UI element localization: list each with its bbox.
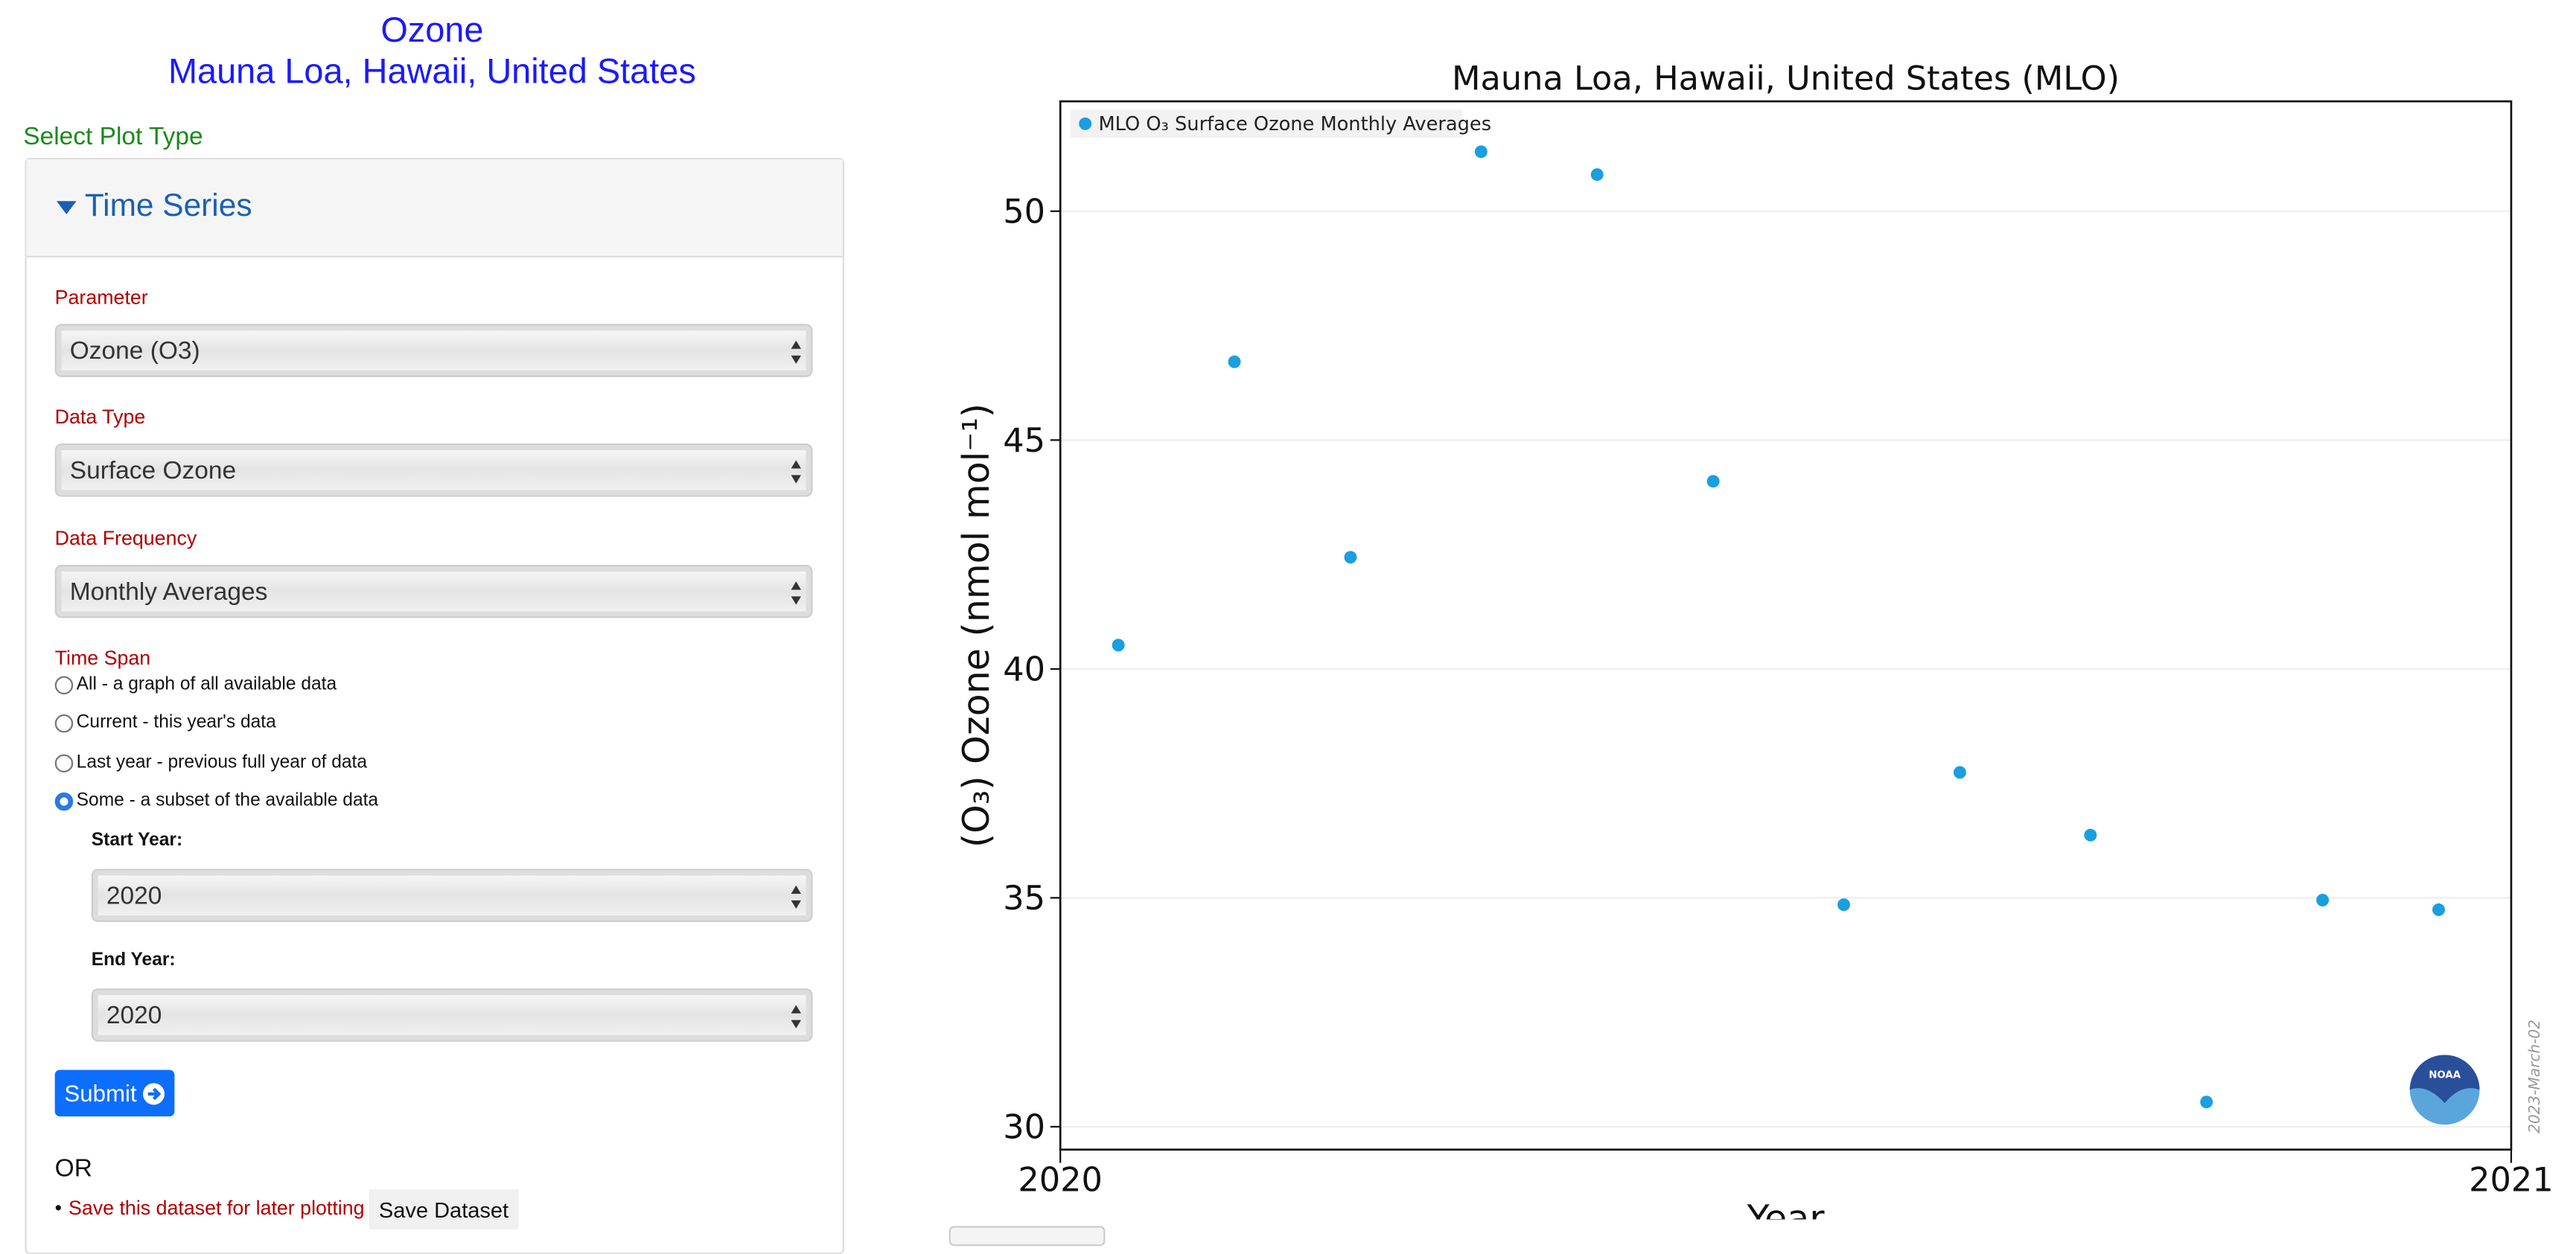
- select-value: Ozone (O3): [69, 337, 200, 366]
- radio-label: Some - a subset of the available data: [76, 790, 379, 811]
- plot-type-label: Select Plot Type: [23, 123, 203, 152]
- plot-frame: [1059, 100, 2513, 1151]
- select-arrow: [791, 1005, 801, 1029]
- field-label: Parameter: [54, 285, 148, 310]
- panel-header[interactable]: Time Series: [26, 159, 843, 258]
- x-tick-label: 2020: [1018, 1161, 1103, 1200]
- logo-text: NOAA: [2429, 1070, 2461, 1081]
- save-text: Save this dataset for later plotting: [68, 1196, 365, 1220]
- screen: Ozone Mauna Loa, Hawaii, United States S…: [23, 11, 2554, 1254]
- y-tick-label: 40: [1003, 650, 1045, 689]
- submit-button[interactable]: Submit: [54, 1069, 175, 1117]
- y-tick-label: 50: [1003, 192, 1045, 231]
- start-year-label: Start Year:: [91, 831, 183, 851]
- watermark: 2023-March-02: [2525, 1020, 2543, 1133]
- y-axis-label: (O₃) Ozone (nmol mol⁻¹): [954, 403, 998, 848]
- end-year-label: End Year:: [91, 950, 176, 970]
- chart: Mauna Loa, Hawaii, United States (MLO) 30…: [954, 60, 2554, 1220]
- radio-option[interactable]: Some - a subset of the available data: [54, 790, 379, 811]
- select[interactable]: Surface Ozone: [54, 444, 813, 497]
- panel-title: Time Series: [84, 189, 252, 225]
- panel: Time Series: [25, 158, 844, 1254]
- point: [1590, 168, 1604, 182]
- select-value: Surface Ozone: [69, 456, 237, 485]
- legend-marker: [1079, 117, 1092, 130]
- field-label: Data Frequency: [54, 526, 197, 550]
- point: [2084, 828, 2097, 842]
- logo-top: [2409, 1055, 2480, 1104]
- point: [1112, 639, 1125, 652]
- field-label: Data Type: [54, 405, 146, 429]
- select[interactable]: 2020: [91, 988, 813, 1042]
- select[interactable]: 2020: [91, 868, 813, 922]
- radio-option[interactable]: Last year - previous full year of data: [54, 752, 368, 773]
- select-arrow: [791, 581, 801, 605]
- radio-option[interactable]: All - a graph of all available data: [54, 674, 337, 695]
- legend: MLO O₃ Surface Ozone Monthly Averages: [1070, 109, 1492, 138]
- radio-label: All - a graph of all available data: [76, 674, 337, 695]
- page-subtitle: Mauna Loa, Hawaii, United States: [168, 53, 696, 92]
- or-label: OR: [54, 1154, 92, 1183]
- select-value: Monthly Averages: [69, 578, 268, 607]
- point: [1474, 145, 1488, 159]
- point: [2316, 894, 2330, 906]
- select-arrow: [791, 460, 801, 484]
- page-title: Ozone: [380, 11, 484, 50]
- point: [2200, 1095, 2213, 1109]
- logo: NOAA: [2409, 1055, 2480, 1125]
- select-arrow: [791, 885, 801, 909]
- button-partial[interactable]: [949, 1226, 1106, 1247]
- save-row: • Save this dataset for later plotting: [54, 1196, 365, 1220]
- point: [1344, 551, 1357, 564]
- radio-label: Current - this year's data: [76, 712, 276, 733]
- y-tick-label: 30: [1003, 1108, 1045, 1147]
- time-span-label: Time Span: [54, 646, 151, 670]
- x-tick-label: 2021: [2469, 1161, 2554, 1200]
- y-tick-label: 45: [1003, 421, 1045, 460]
- select[interactable]: Monthly Averages: [54, 564, 813, 618]
- radio-label: Last year - previous full year of data: [76, 752, 368, 773]
- point: [2432, 903, 2445, 916]
- chart-title: Mauna Loa, Hawaii, United States (MLO): [1452, 60, 2120, 98]
- select-arrow: [791, 340, 801, 364]
- page: {"header":{"title":"Ozone","subtitle":"M…: [23, 11, 2554, 1254]
- y-tick-label: 35: [1003, 879, 1045, 918]
- save-button[interactable]: Save Dataset: [369, 1189, 519, 1229]
- point: [1706, 475, 1720, 488]
- icon: [143, 1082, 165, 1104]
- select-value: 2020: [106, 882, 162, 911]
- select[interactable]: Ozone (O3): [54, 324, 813, 377]
- button-label: Submit: [64, 1079, 137, 1107]
- x-axis-label: Year: [1747, 1197, 1826, 1219]
- caret: [56, 201, 77, 214]
- radio-option[interactable]: Current - this year's data: [54, 712, 276, 733]
- point: [1228, 355, 1241, 368]
- select-value: 2020: [106, 1002, 162, 1031]
- legend-label: MLO O₃ Surface Ozone Monthly Averages: [1099, 113, 1492, 135]
- legend-box: [1070, 109, 1463, 138]
- point: [1837, 898, 1850, 912]
- point: [1953, 766, 1966, 779]
